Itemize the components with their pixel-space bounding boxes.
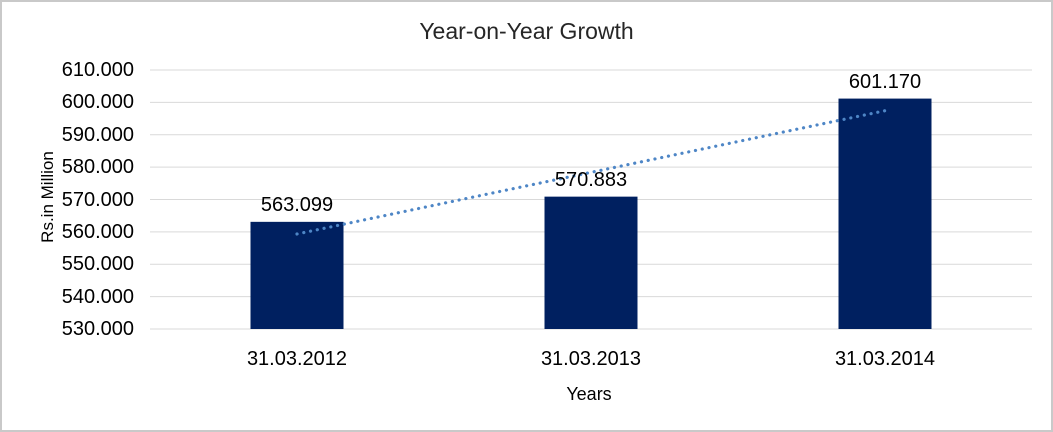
y-tick-label: 540.000 [61,285,134,308]
x-tick-label: 31.03.2014 [834,348,936,370]
bar-31.03.2013 [544,196,638,329]
y-tick-label: 600.000 [61,91,134,114]
data-label: 601.170 [848,70,922,93]
x-axis-title: Years [566,384,612,404]
bar-31.03.2014 [838,98,932,329]
y-tick-label: 610.000 [61,59,134,81]
y-tick-label: 560.000 [61,220,134,243]
y-tick-label: 580.000 [61,156,134,179]
y-tick-label: 590.000 [61,123,134,146]
data-label: 563.099 [260,193,334,216]
data-label: 570.883 [554,168,628,191]
x-tick-label: 31.03.2012 [246,348,348,370]
bar-31.03.2012 [250,221,344,329]
x-tick-label: 31.03.2013 [540,348,642,370]
y-tick-label: 570.000 [61,188,134,211]
y-tick-label: 550.000 [61,253,134,276]
y-tick-label: 530.000 [61,318,134,340]
chart-title: Year-on-Year Growth [419,18,634,44]
